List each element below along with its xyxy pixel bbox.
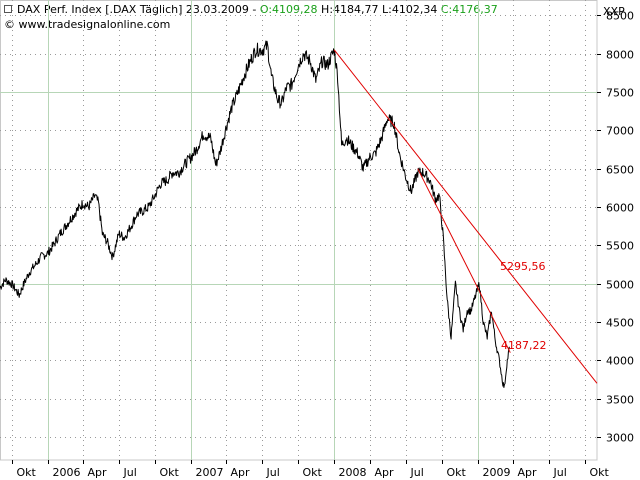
open-value: O:4109,28 [259,3,318,16]
instrument-line: DAX Perf. Index [.DAX Täglich] 23.03.200… [17,3,498,16]
y-tick-label: 8500 [606,10,634,23]
dax-price-line [0,40,510,388]
x-tick-label: Jul [410,466,424,479]
close-value: C:4176,37 [440,3,498,16]
y-tick-label: 3500 [606,394,634,407]
y-tick-label: 6000 [606,202,634,215]
unit-label: XXP [603,5,625,18]
x-tick-label: Okt [447,466,467,479]
x-tick-label: 2006 [53,466,81,479]
y-tick-label: 5500 [606,240,634,253]
trendline-label: 5295,56 [500,260,546,273]
x-tick-label: Apr [231,466,251,479]
x-tick-label: Apr [88,466,108,479]
instrument-title: DAX Perf. Index [.DAX Täglich] [17,3,183,16]
trendline-label: 4187,22 [501,339,547,352]
x-tick-label: Apr [518,466,538,479]
x-tick-label: 2008 [339,466,367,479]
y-tick-label: 4000 [606,355,634,368]
x-tick-label: Okt [303,466,323,479]
low-value: L:4102,34 [382,3,438,16]
y-tick-label: 7500 [606,87,634,100]
source-credit: © www.tradesignalonline.com [4,18,171,31]
y-tick-label: 3000 [606,432,634,445]
x-tick-label: 2007 [196,466,224,479]
x-tick-label: Jul [123,466,137,479]
y-tick-label: 8000 [606,49,634,62]
x-tick-label: Okt [160,466,180,479]
quote-date: 23.03.2009 [185,3,249,16]
high-value: H:4184,77 [321,3,379,16]
y-tick-label: 4500 [606,317,634,330]
x-tick-label: Okt [590,466,610,479]
y-tick-label: 5000 [606,279,634,292]
x-tick-label: Jul [266,466,280,479]
y-tick-label: 7000 [606,125,634,138]
trendline [333,49,598,384]
trendline [417,168,511,353]
x-tick-label: 2009 [483,466,511,479]
x-tick-label: Jul [553,466,567,479]
x-tick-label: Okt [17,466,37,479]
x-tick-label: Apr [375,466,395,479]
y-tick-label: 6500 [606,164,634,177]
chart-header: DAX Perf. Index [.DAX Täglich] 23.03.200… [0,0,640,32]
chart-settings-icon[interactable] [4,5,12,13]
